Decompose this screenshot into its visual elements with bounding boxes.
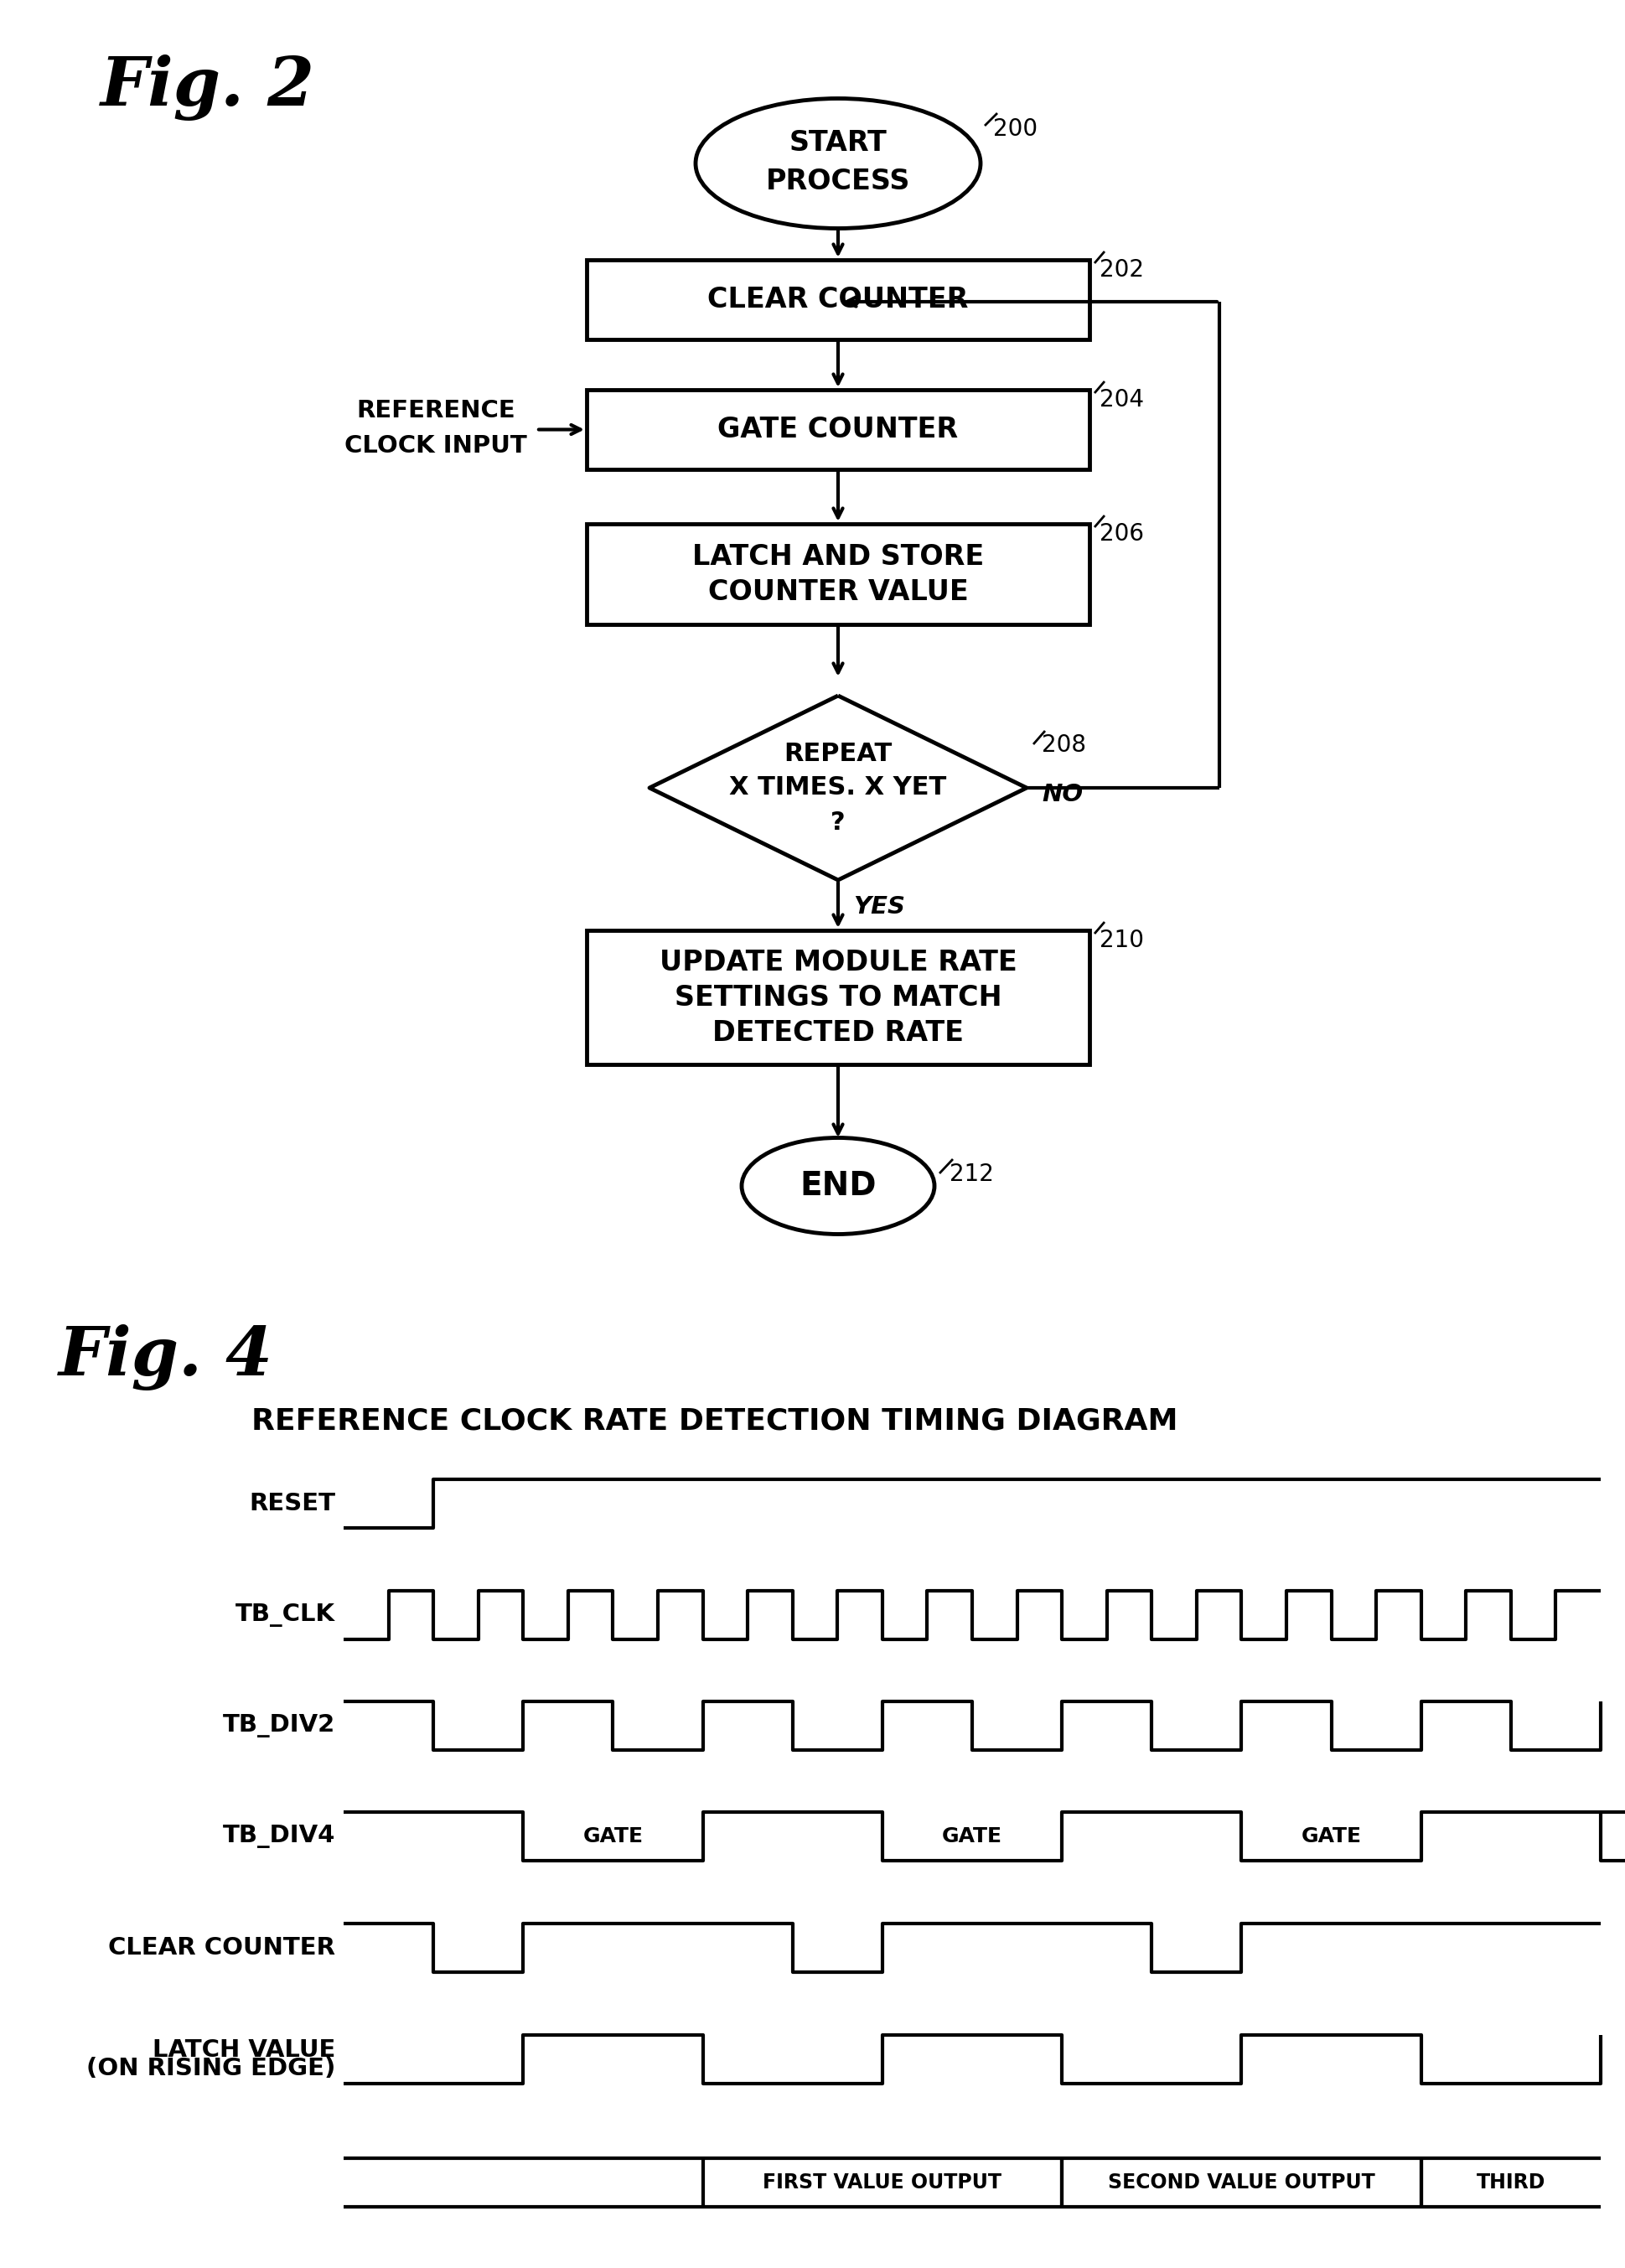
Text: CLEAR COUNTER: CLEAR COUNTER: [107, 1937, 335, 1960]
Text: 210: 210: [1098, 928, 1144, 953]
Text: LATCH AND STORE: LATCH AND STORE: [692, 544, 983, 572]
Text: CLEAR COUNTER: CLEAR COUNTER: [707, 286, 968, 313]
Text: 212: 212: [949, 1163, 993, 1186]
Text: THIRD: THIRD: [1476, 2173, 1545, 2193]
Text: GATE: GATE: [941, 1826, 1001, 1846]
Text: SECOND VALUE OUTPUT: SECOND VALUE OUTPUT: [1107, 2173, 1375, 2193]
Text: YES: YES: [853, 896, 905, 919]
Text: TB_DIV4: TB_DIV4: [223, 1826, 335, 1848]
Text: GATE: GATE: [1300, 1826, 1360, 1846]
Text: COUNTER VALUE: COUNTER VALUE: [707, 578, 968, 606]
Bar: [587, 930, 1089, 1064]
Text: 204: 204: [1098, 388, 1144, 411]
Bar: [587, 261, 1089, 340]
Text: TB_CLK: TB_CLK: [236, 1603, 335, 1626]
Text: UPDATE MODULE RATE: UPDATE MODULE RATE: [658, 948, 1016, 975]
Text: RESET: RESET: [249, 1492, 335, 1515]
Text: NO: NO: [1042, 782, 1082, 807]
Text: X TIMES. X YET: X TIMES. X YET: [730, 776, 946, 801]
Text: REFERENCE CLOCK RATE DETECTION TIMING DIAGRAM: REFERENCE CLOCK RATE DETECTION TIMING DI…: [252, 1406, 1176, 1436]
Text: REFERENCE: REFERENCE: [356, 399, 515, 422]
Text: GATE: GATE: [582, 1826, 643, 1846]
Text: LATCH VALUE: LATCH VALUE: [153, 2039, 335, 2062]
Text: PROCESS: PROCESS: [765, 168, 910, 195]
Text: END: END: [799, 1170, 876, 1202]
Bar: [587, 390, 1089, 469]
Ellipse shape: [741, 1139, 934, 1234]
Text: Fig. 2: Fig. 2: [101, 54, 315, 120]
Text: Fig. 4: Fig. 4: [58, 1325, 273, 1390]
Ellipse shape: [695, 98, 980, 229]
Bar: [587, 524, 1089, 624]
Text: TB_DIV2: TB_DIV2: [223, 1715, 335, 1737]
Text: CLOCK INPUT: CLOCK INPUT: [344, 435, 526, 458]
Text: 202: 202: [1098, 259, 1144, 281]
Text: START: START: [788, 129, 887, 156]
Text: ?: ?: [830, 812, 845, 835]
Text: REPEAT: REPEAT: [783, 742, 892, 767]
Text: 208: 208: [1042, 733, 1086, 758]
Text: 200: 200: [993, 118, 1037, 141]
Text: (ON RISING EDGE): (ON RISING EDGE): [86, 2057, 335, 2080]
Text: FIRST VALUE OUTPUT: FIRST VALUE OUTPUT: [762, 2173, 1001, 2193]
Text: SETTINGS TO MATCH: SETTINGS TO MATCH: [674, 984, 1001, 1012]
Text: 206: 206: [1098, 522, 1144, 547]
Text: DETECTED RATE: DETECTED RATE: [712, 1018, 964, 1046]
Text: GATE COUNTER: GATE COUNTER: [717, 415, 957, 442]
